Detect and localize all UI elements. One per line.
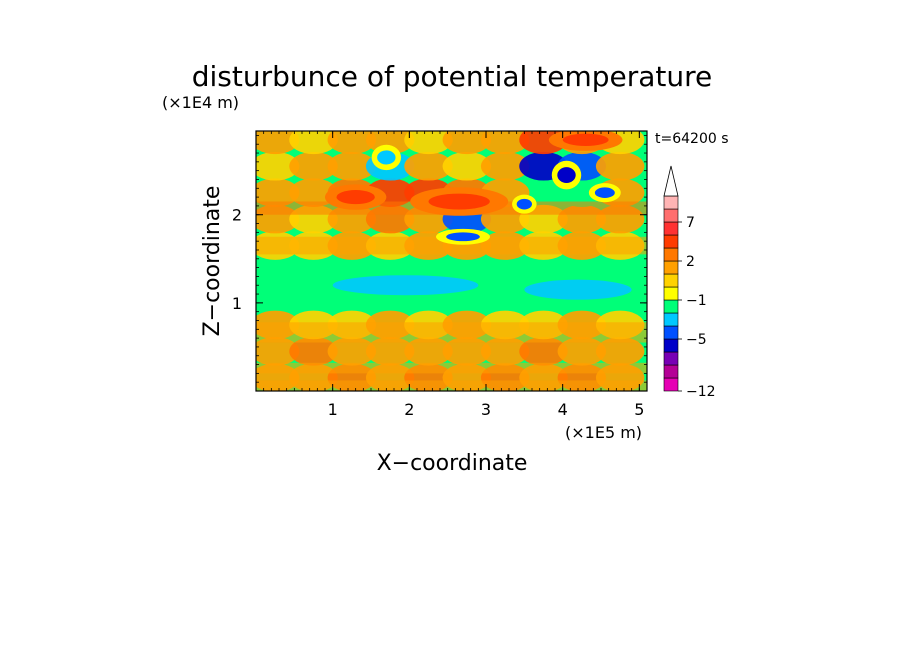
contour-cell [557,337,607,366]
contour-core [446,232,480,242]
x-tick-label: 4 [558,400,568,419]
x-axis: 1 2 3 4 5 [263,131,648,419]
contour-cell [480,131,530,155]
contour-cell [289,131,338,155]
x-tick-label: 5 [634,400,644,419]
colorbar-swatch [663,260,679,275]
contour-cell [289,337,338,366]
x-tick-label: 3 [481,400,491,419]
contour-layer [256,362,647,374]
contour-cell [327,151,377,181]
y-axis-label: Z−coordinate [200,186,225,337]
colorbar-swatch [663,364,679,379]
colorbar-swatch [663,221,679,236]
contour-cell [256,131,300,155]
contour-cell [289,151,338,181]
contour-cell [595,337,645,366]
colorbar-tick-label: 2 [686,254,695,270]
contour-cell [442,131,492,155]
colorbar-swatch [663,377,679,392]
contour-cell [404,131,453,155]
chart-title: disturbunce of potential temperature [192,60,713,93]
colorbar-swatch [663,299,679,314]
contour-cell [480,337,530,366]
x-scale-label: (×1E5 m) [565,423,642,442]
colorbar-swatch [663,338,679,353]
colorbar-swatch [663,247,679,262]
colorbar-tick-label: −12 [686,384,716,400]
plot-frame [255,130,648,392]
contour-cell [595,151,645,181]
contour-cell [289,178,338,207]
contour-core [336,190,375,205]
contour-cell [480,151,530,181]
colorbar-swatch [663,234,679,249]
contour-core [377,150,396,165]
contour-cell [442,337,492,366]
contour-cell [557,257,607,287]
contour-cell [404,151,453,181]
y-tick-label: 1 [232,294,242,313]
y-scale-label: (×1E4 m) [162,93,239,112]
time-label: t=64200 s [655,131,729,147]
contour-cell [256,337,300,366]
contour-core [562,133,609,146]
colorbar-swatch [663,312,679,327]
colorbar-swatch [663,325,679,340]
contour-core [516,198,532,210]
contour-cell [442,151,492,181]
y-axis: 12 [232,135,647,383]
plot-area [256,131,647,391]
colorbar-tick-label: 7 [686,215,695,231]
contour-core [557,167,576,183]
contour-cell [327,337,377,366]
colorbar-swatch [663,351,679,366]
colorbar-tick-label: −5 [686,332,707,348]
x-axis-label: X−coordinate [377,451,528,476]
contour-layer [256,322,647,343]
colorbar-tick-label: −1 [686,293,707,309]
x-tick-label: 1 [328,400,338,419]
contour-cell [404,337,453,366]
y-tick-label: 2 [232,206,242,225]
colorbar-extend-arrow [663,165,679,197]
contour-cell [256,178,300,207]
colorbar-swatch [663,273,679,288]
x-tick-label: 2 [404,400,414,419]
contour-cyan-band [524,279,632,300]
contour-cell [256,151,300,181]
colorbar: −12−5−127 [663,165,716,400]
contour-layer [256,236,647,255]
contour-cell [365,337,415,366]
colorbar-swatch [663,195,679,210]
contour-core [428,193,490,210]
contour-layer [256,380,647,391]
contour-cyan-band [332,275,479,296]
contour-cell [327,131,377,155]
contour-cell [519,337,568,366]
colorbar-swatch [663,286,679,301]
contour-core [594,187,615,198]
colorbar-swatch [663,208,679,223]
contour-features [325,131,623,245]
